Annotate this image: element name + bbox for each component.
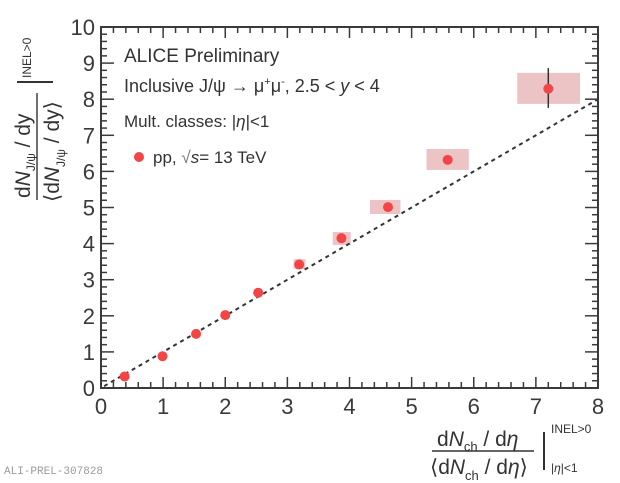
systematic-boxes bbox=[293, 72, 580, 269]
x-tick-label: 6 bbox=[468, 394, 480, 419]
x-tick-label: 0 bbox=[95, 394, 107, 419]
process-label: Inclusive J/ψ → μ+μ-, 2.5 < y < 4 bbox=[124, 76, 380, 96]
y-tick-label: 7 bbox=[83, 123, 95, 148]
data-point-0 bbox=[119, 371, 130, 382]
data-points bbox=[119, 68, 554, 382]
x-tick-label: 7 bbox=[530, 394, 542, 419]
data-point-4 bbox=[253, 287, 264, 298]
legend-marker bbox=[134, 152, 144, 162]
data-point-6 bbox=[336, 233, 347, 244]
y-tick-label: 8 bbox=[83, 87, 95, 112]
legend-label: pp, √s= 13 TeV bbox=[153, 148, 267, 167]
y-axis-superscript: INEL>0 bbox=[20, 37, 34, 78]
mult-classes-label: Mult. classes: |η|<1 bbox=[124, 112, 269, 131]
data-point-9 bbox=[543, 83, 554, 94]
x-tick-label: 5 bbox=[406, 394, 418, 419]
y-axis-title: dNJ/ψ / dy ⟨dNJ/ψ / dy⟩ INEL>0 bbox=[12, 37, 68, 202]
y-tick-label: 3 bbox=[83, 268, 95, 293]
x-tick-label: 2 bbox=[219, 394, 231, 419]
x-tick-label: 1 bbox=[157, 394, 169, 419]
tick-labels: 0 1 2 3 4 5 6 7 8 0 1 2 3 4 5 6 7 8 9 10 bbox=[71, 15, 605, 419]
y-tick-label: 4 bbox=[83, 232, 95, 257]
reference-line-group bbox=[103, 98, 599, 388]
y-tick-label: 10 bbox=[71, 15, 95, 40]
x-tick-label: 3 bbox=[281, 394, 293, 419]
y-tick-label: 5 bbox=[83, 196, 95, 221]
y-axis-numerator: dNJ/ψ / dy bbox=[12, 113, 38, 198]
x-axis-superscript: INEL>0 bbox=[551, 422, 592, 436]
x-axis-denominator: ⟨dNch / dη⟩ bbox=[430, 456, 528, 483]
reference-line bbox=[103, 98, 599, 388]
data-point-7 bbox=[383, 202, 394, 213]
y-axis-denominator: ⟨dNJ/ψ / dy⟩ bbox=[41, 101, 68, 202]
data-point-3 bbox=[220, 310, 231, 321]
x-axis-subscript: |η|<1 bbox=[551, 461, 578, 475]
watermark: ALI-PREL-307828 bbox=[4, 466, 103, 478]
data-point-8 bbox=[442, 154, 453, 165]
x-tick-label: 4 bbox=[343, 394, 355, 419]
data-point-5 bbox=[294, 259, 305, 270]
y-tick-label: 9 bbox=[83, 51, 95, 76]
alice-label: ALICE Preliminary bbox=[124, 46, 280, 67]
y-tick-label: 1 bbox=[83, 340, 95, 365]
axis-ticks bbox=[100, 26, 599, 389]
y-tick-label: 2 bbox=[83, 304, 95, 329]
y-tick-label: 6 bbox=[83, 159, 95, 184]
y-tick-label: 0 bbox=[83, 376, 95, 401]
x-axis-numerator: dNch / dη bbox=[437, 428, 518, 454]
data-point-1 bbox=[157, 351, 168, 362]
x-axis-title: dNch / dη ⟨dNch / dη⟩ INEL>0 |η|<1 bbox=[430, 422, 592, 483]
x-tick-label: 8 bbox=[592, 394, 604, 419]
data-point-2 bbox=[191, 328, 202, 339]
